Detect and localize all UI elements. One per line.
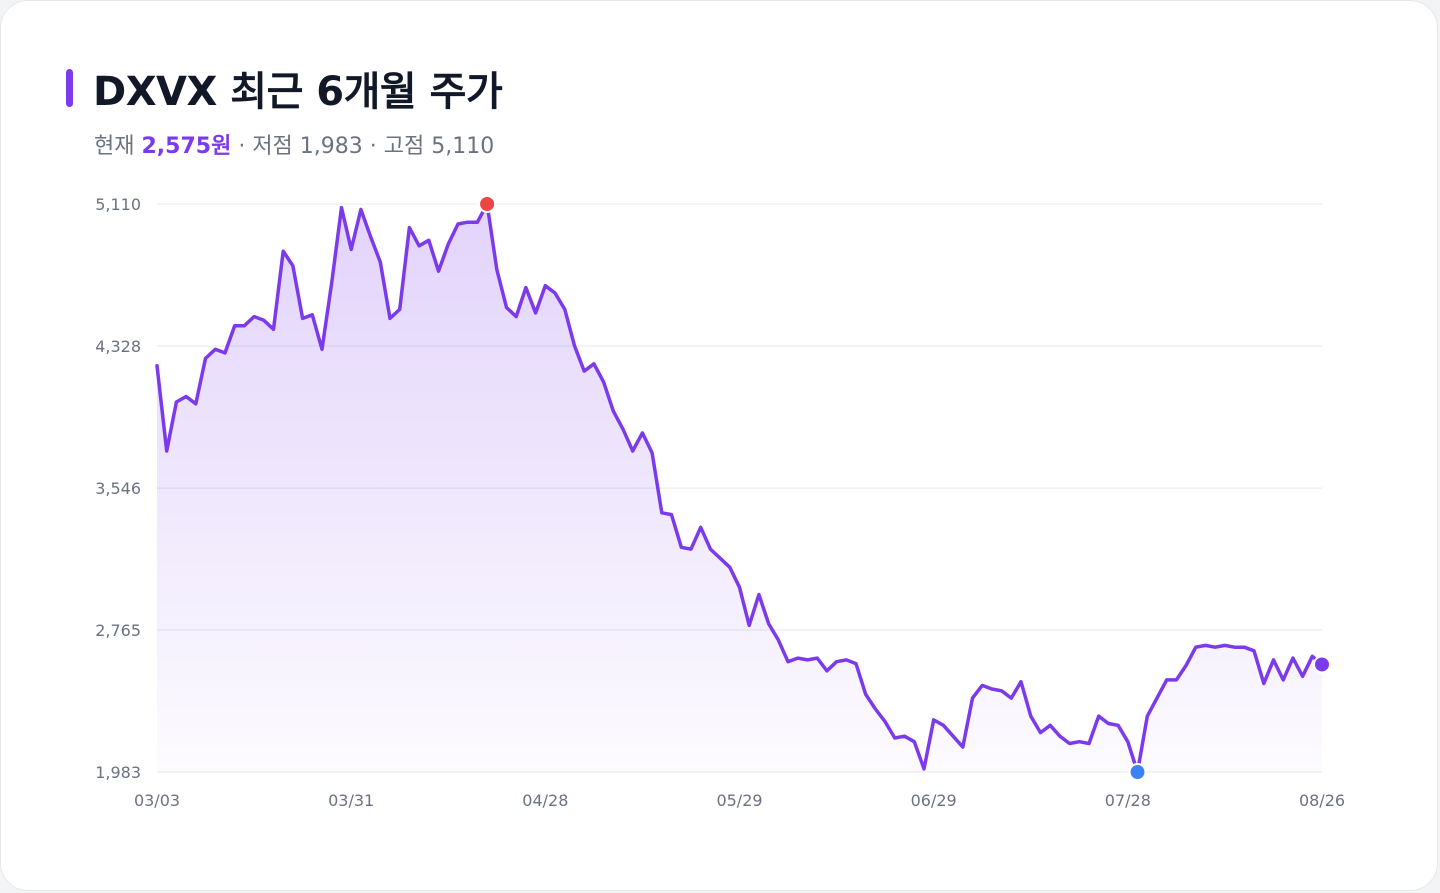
title-accent-bar [66,69,73,107]
y-tick-label: 5,110 [95,195,141,214]
chart-title: DXVX 최근 6개월 주가 [93,69,503,115]
separator: · [238,134,246,159]
separator: · [369,134,377,159]
x-tick-label: 07/28 [1105,791,1151,810]
x-tick-label: 05/29 [716,791,762,810]
y-axis-ticks: 1,983 2,765 3,546 4,328 5,110 [95,195,141,782]
y-tick-label: 3,546 [95,479,141,498]
y-tick-label: 2,765 [95,621,141,640]
y-tick-label: 1,983 [95,763,141,782]
high-point-marker [478,195,497,213]
high-label: 고점 [383,134,425,159]
x-tick-label: 06/29 [911,791,957,810]
low-label: 저점 [252,134,293,159]
x-tick-label: 08/26 [1299,791,1345,810]
x-tick-label: 04/28 [522,791,568,810]
current-point-marker [1313,655,1331,674]
current-value: 2,575원 [141,134,232,159]
high-value: 5,110 [431,134,495,159]
x-axis-ticks: 03/03 03/31 04/28 05/29 06/29 07/28 08/26 [134,791,1345,810]
price-line [155,202,1324,774]
current-label: 현재 [94,134,135,159]
low-value: 1,983 [299,134,363,159]
y-tick-label: 4,328 [95,337,141,356]
x-tick-label: 03/31 [328,791,374,810]
price-summary: 현재 2,575원 · 저점 1,983 · 고점 5,110 [94,128,494,160]
low-point-marker [1128,763,1147,781]
markers [478,195,1331,781]
price-area [157,204,1322,772]
x-tick-label: 03/03 [134,791,180,810]
